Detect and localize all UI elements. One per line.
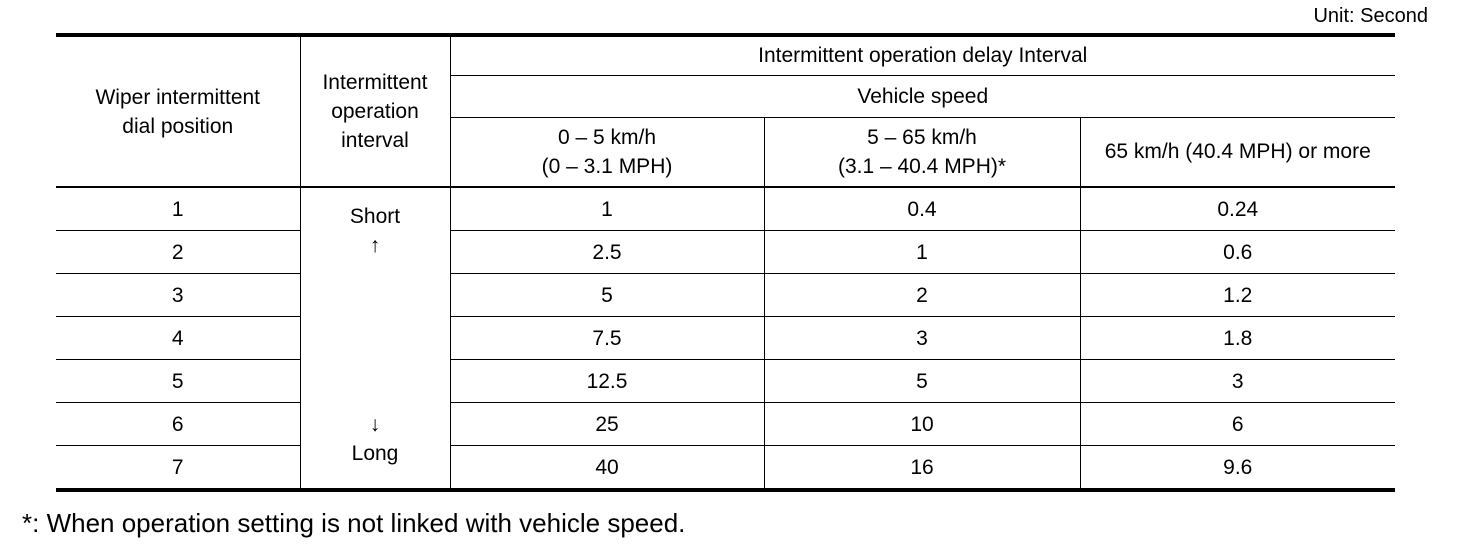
operation-interval-header: Intermittent operation interval [299, 33, 451, 188]
dial-position-cell: 2 [56, 230, 301, 274]
arrow-up-icon: ↑ [369, 234, 381, 257]
interval-scale-cell: Short ↑ ↓ Long [299, 187, 451, 492]
table-row: 3 5 2 1.2 [56, 273, 1396, 317]
operation-interval-header-line-2: operation [331, 100, 419, 123]
operation-interval-header-line-3: interval [341, 129, 409, 152]
delay-cell-0-5: 7.5 [449, 316, 765, 360]
vehicle-speed-header: Vehicle speed [450, 75, 1396, 118]
dial-position-cell: 7 [56, 445, 301, 492]
dial-position-cell: 5 [56, 359, 301, 403]
interval-short: Short ↑ [301, 202, 450, 260]
dial-position-cell: 3 [56, 273, 301, 317]
table-row: 1 Short ↑ ↓ Long 1 0.4 0.24 [56, 187, 1396, 492]
dial-position-header: Wiper intermittent dial position [56, 33, 301, 188]
delay-cell-65-plus: 1.8 [1079, 316, 1396, 360]
speed-range-5-65-kmh: 5 – 65 km/h [867, 125, 977, 149]
delay-cell-65-plus: 0.24 [1079, 187, 1396, 231]
unit-label: Unit: Second [1313, 5, 1428, 27]
delay-cell-0-5: 25 [449, 402, 765, 446]
table-row: 6 25 10 6 [56, 402, 1396, 446]
delay-cell-5-65: 3 [763, 316, 1081, 360]
delay-cell-5-65: 0.4 [763, 187, 1081, 231]
speed-range-header-65-plus: 65 km/h (40.4 MPH) or more [1079, 117, 1396, 188]
dial-position-cell: 1 [56, 187, 301, 231]
delay-cell-0-5: 1 [449, 187, 765, 231]
footnote: *: When operation setting is not linked … [22, 508, 686, 538]
delay-cell-0-5: 40 [449, 445, 765, 492]
delay-cell-65-plus: 1.2 [1079, 273, 1396, 317]
delay-cell-0-5: 2.5 [449, 230, 765, 274]
delay-cell-65-plus: 3 [1079, 359, 1396, 403]
table-row: 2 2.5 1 0.6 [56, 230, 1396, 274]
delay-cell-5-65: 1 [763, 230, 1081, 274]
interval-long: ↓ Long [301, 410, 450, 468]
speed-range-header-5-65: 5 – 65 km/h (3.1 – 40.4 MPH)* [763, 117, 1081, 188]
interval-long-label: Long [351, 442, 399, 465]
delay-cell-5-65: 2 [763, 273, 1081, 317]
dial-position-header-line-2: dial position [122, 114, 234, 138]
speed-range-65-plus: 65 km/h (40.4 MPH) or more [1104, 140, 1371, 164]
operation-interval-header-line-1: Intermittent [322, 71, 428, 94]
delay-cell-0-5: 12.5 [449, 359, 765, 403]
table-row: 5 12.5 5 3 [56, 359, 1396, 403]
wiper-interval-table: Wiper intermittent dial position Intermi… [56, 33, 1396, 492]
dial-position-header-line-1: Wiper intermittent [95, 85, 261, 109]
dial-position-cell: 4 [56, 316, 301, 360]
delay-cell-5-65: 16 [763, 445, 1081, 492]
delay-cell-65-plus: 0.6 [1079, 230, 1396, 274]
delay-cell-65-plus: 9.6 [1079, 445, 1396, 492]
table-row: 7 40 16 9.6 [56, 445, 1396, 492]
dial-position-cell: 6 [56, 402, 301, 446]
delay-cell-65-plus: 6 [1079, 402, 1396, 446]
speed-range-header-0-5: 0 – 5 km/h (0 – 3.1 MPH) [450, 117, 765, 188]
speed-range-5-65-mph: (3.1 – 40.4 MPH)* [837, 154, 1007, 178]
table-row: 4 7.5 3 1.8 [56, 316, 1396, 360]
speed-range-0-5-kmh: 0 – 5 km/h [557, 125, 657, 149]
delay-cell-5-65: 10 [763, 402, 1081, 446]
interval-short-label: Short [349, 205, 401, 228]
arrow-down-icon: ↓ [369, 413, 381, 436]
delay-cell-0-5: 5 [449, 273, 765, 317]
delay-cell-5-65: 5 [763, 359, 1081, 403]
delay-interval-header: Intermittent operation delay Interval [449, 33, 1396, 76]
speed-range-0-5-mph: (0 – 3.1 MPH) [541, 154, 673, 178]
